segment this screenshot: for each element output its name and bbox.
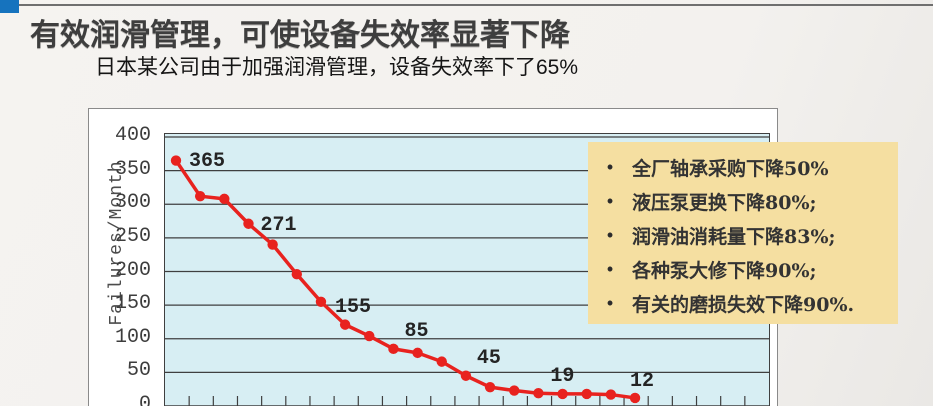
data-point-marker xyxy=(605,389,617,400)
y-axis-tick-label: 250 xyxy=(114,224,151,248)
callout-item: • 全厂轴承采购下降50% xyxy=(588,150,898,184)
data-point-label: 19 xyxy=(550,365,575,389)
page-title: 有效润滑管理，可使设备失效率显著下降 xyxy=(30,19,570,52)
callout-item: • 液压泵更换下降80%; xyxy=(588,184,898,218)
callout-box: • 全厂轴承采购下降50% • 液压泵更换下降80%; • 润滑油消耗量下降83%; • 各种… xyxy=(588,142,898,324)
data-point-marker xyxy=(364,330,375,342)
data-point-marker xyxy=(194,190,206,202)
data-point-label: 85 xyxy=(404,319,429,343)
y-axis-tick-label: 200 xyxy=(114,258,151,282)
top-rule-divider xyxy=(0,4,933,6)
data-point-marker xyxy=(557,388,568,400)
data-point-marker xyxy=(509,385,520,396)
data-point-label: 12 xyxy=(630,369,655,393)
failure-rate-line xyxy=(174,158,637,400)
y-axis-tick-label: 300 xyxy=(114,191,151,215)
y-axis-tick-label: 100 xyxy=(114,325,151,349)
y-axis-tick-label: 400 xyxy=(114,124,151,147)
callout-item-label: 全厂轴承采购下降50% xyxy=(632,157,829,180)
bullet-icon: • xyxy=(606,258,614,279)
callout-item-label: 有关的磨损失效下降90%. xyxy=(632,293,855,316)
data-point-marker xyxy=(388,343,399,355)
data-point-marker xyxy=(484,381,496,393)
data-point-marker xyxy=(460,370,472,381)
y-axis-tick-label: 150 xyxy=(114,292,151,316)
data-point-marker xyxy=(219,193,230,205)
data-point-label: 45 xyxy=(476,346,501,370)
y-axis-tick-label: 350 xyxy=(114,157,151,181)
callout-item: • 各种泵大修下降90%; xyxy=(588,252,898,286)
data-point-label: 365 xyxy=(189,149,226,173)
callout-item: • 有关的磨损失效下降90%. xyxy=(588,286,898,320)
callout-item-label: 润滑油消耗量下降83%; xyxy=(632,225,836,248)
data-point-label: 155 xyxy=(334,295,371,319)
callout-item-label: 液压泵更换下降80%; xyxy=(632,191,817,214)
slide-accent-square xyxy=(0,0,19,13)
callout-item: • 润滑油消耗量下降83%; xyxy=(588,218,898,252)
bullet-icon: • xyxy=(606,224,614,245)
data-point-marker xyxy=(629,392,641,404)
y-axis-tick-label: 0 xyxy=(138,393,151,406)
data-point-marker xyxy=(170,155,182,166)
data-point-marker xyxy=(315,296,327,307)
data-point-marker xyxy=(291,268,302,280)
page-subtitle: 日本某公司由于加强润滑管理，设备失效率下了65% xyxy=(95,56,579,79)
data-point-marker xyxy=(412,347,423,359)
bullet-icon: • xyxy=(606,156,614,177)
data-point-marker xyxy=(436,356,447,367)
bullet-icon: • xyxy=(606,292,614,313)
data-point-marker xyxy=(339,319,351,330)
data-point-marker xyxy=(581,388,592,400)
data-point-marker xyxy=(267,239,278,250)
data-point-marker xyxy=(533,388,544,399)
y-axis-tick-label: 50 xyxy=(126,359,151,383)
data-point-label: 271 xyxy=(260,213,297,237)
data-point-marker xyxy=(243,218,254,229)
bullet-icon: • xyxy=(606,190,614,211)
callout-item-label: 各种泵大修下降90%; xyxy=(632,259,817,282)
